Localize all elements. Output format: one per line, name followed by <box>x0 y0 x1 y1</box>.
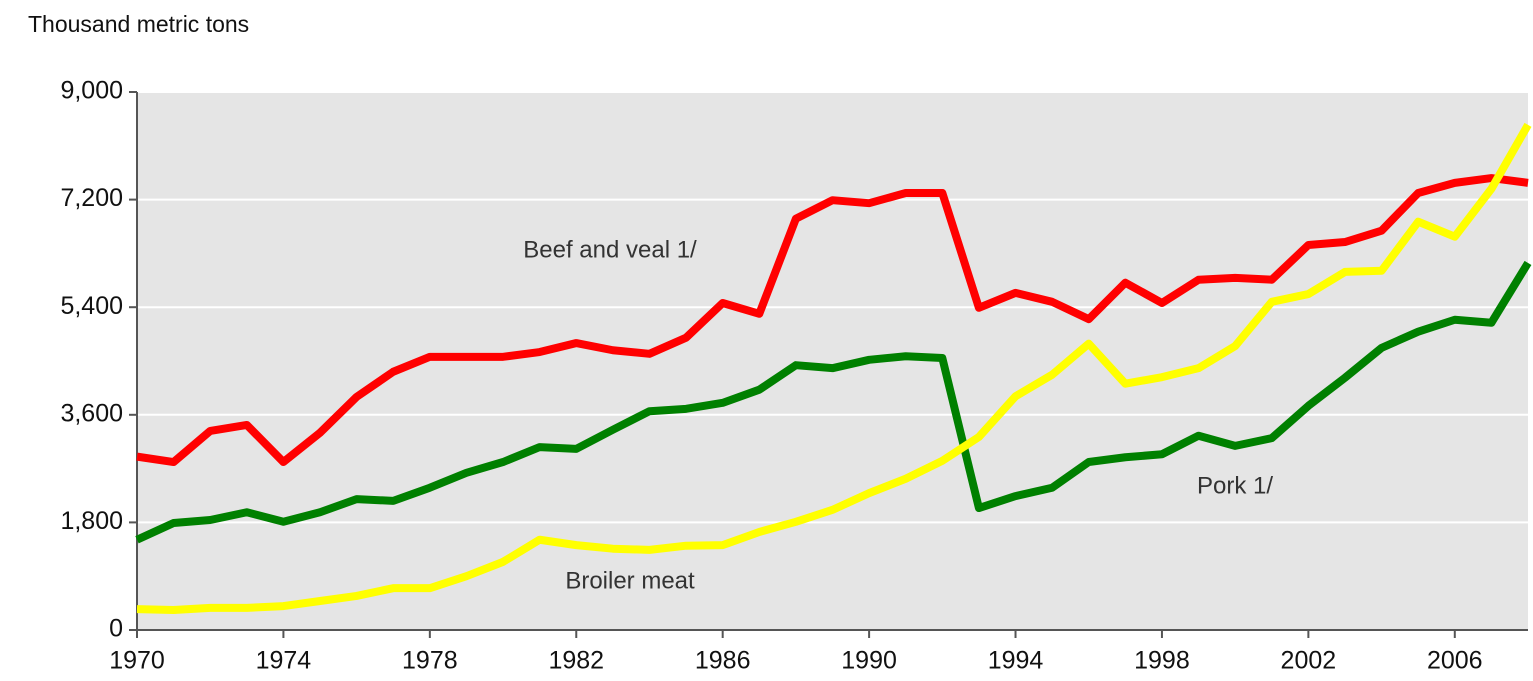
series-line <box>136 174 1529 467</box>
series-line <box>135 260 1532 544</box>
x-tick-label: 1970 <box>109 647 165 675</box>
series-label: Pork 1/ <box>1197 472 1273 499</box>
y-tick-label: 7,200 <box>60 184 123 212</box>
series-label: Beef and veal 1/ <box>523 236 697 263</box>
y-axis-label: Thousand metric tons <box>28 11 249 37</box>
x-tick-label: 1998 <box>1134 647 1190 675</box>
x-tick-label: 1982 <box>548 647 604 675</box>
y-tick-label: 9,000 <box>60 77 123 105</box>
x-tick-label: 1990 <box>841 647 897 675</box>
series-line <box>136 122 1532 614</box>
plot-area <box>137 92 1528 630</box>
y-tick-label: 0 <box>109 615 123 643</box>
x-tick-label: 1994 <box>988 647 1044 675</box>
x-tick-label: 1974 <box>256 647 312 675</box>
x-tick-label: 1986 <box>695 647 751 675</box>
x-tick-label: 1978 <box>402 647 458 675</box>
y-tick-label: 5,400 <box>60 292 123 320</box>
x-tick-label: 2006 <box>1427 647 1483 675</box>
y-tick-label: 1,800 <box>60 507 123 535</box>
y-tick-label: 3,600 <box>60 399 123 427</box>
series-label: Broiler meat <box>565 567 695 594</box>
x-tick-label: 2002 <box>1281 647 1337 675</box>
